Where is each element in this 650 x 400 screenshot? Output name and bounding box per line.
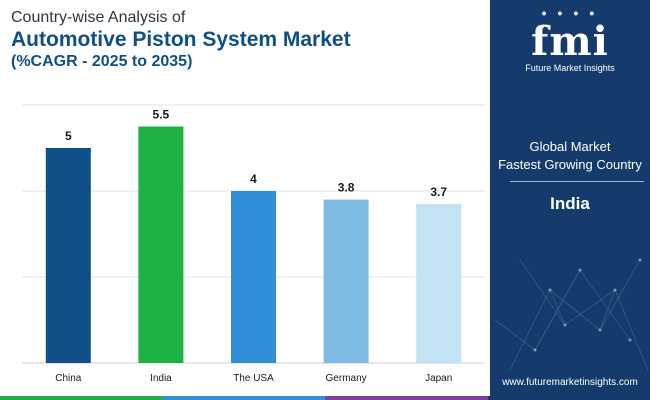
website-url[interactable]: www.futuremarketinsights.com (502, 377, 638, 388)
x-tick-label: Japan (425, 373, 452, 384)
footer-segment-navy (487, 396, 650, 400)
bar (138, 126, 184, 363)
sidebar-divider (510, 181, 644, 182)
data-label: 5 (65, 129, 72, 143)
footer-segment-green (0, 396, 163, 400)
data-label: 3.8 (338, 181, 355, 195)
data-label: 3.7 (430, 185, 447, 199)
global-market-label: Global Market (529, 139, 611, 154)
logo-subtitle: Future Market Insights (525, 63, 615, 73)
fmi-logo: ● ● ● ● fmi Future Market Insights (490, 8, 650, 73)
chart-title-block: Country-wise Analysis of Automotive Pist… (11, 8, 351, 71)
network-decoration (494, 258, 649, 371)
footer-color-bar (0, 396, 650, 400)
bar-chart: 5 China 5.5 India 4 The USA 3.8 Germany 3.7 Japan (22, 104, 485, 384)
x-tick-label: China (55, 373, 82, 384)
x-tick-label: The USA (233, 373, 274, 384)
x-tick-label: India (150, 373, 172, 384)
chart-subtitle: (%CAGR - 2025 to 2035) (11, 53, 193, 70)
data-label: 4 (250, 172, 257, 186)
bar (416, 203, 462, 363)
fastest-growing-country: India (550, 194, 590, 213)
footer-segment-purple (325, 396, 488, 400)
bar (323, 199, 369, 363)
data-label: 5.5 (153, 108, 170, 122)
logo-mark: fmi (531, 18, 609, 65)
bar (45, 148, 91, 363)
fastest-growing-label: Fastest Growing Country (498, 157, 642, 172)
bar (231, 191, 276, 363)
sidebar-panel: ● ● ● ● fmi Future Market Insights Globa… (490, 0, 650, 400)
x-tick-label: Germany (326, 373, 367, 384)
footer-segment-blue (162, 396, 325, 400)
chart-title-line-1: Country-wise Analysis of (11, 9, 186, 26)
chart-title-line-2: Automotive Piston System Market (11, 28, 351, 51)
logo-icons: ● ● ● ● (541, 8, 599, 18)
